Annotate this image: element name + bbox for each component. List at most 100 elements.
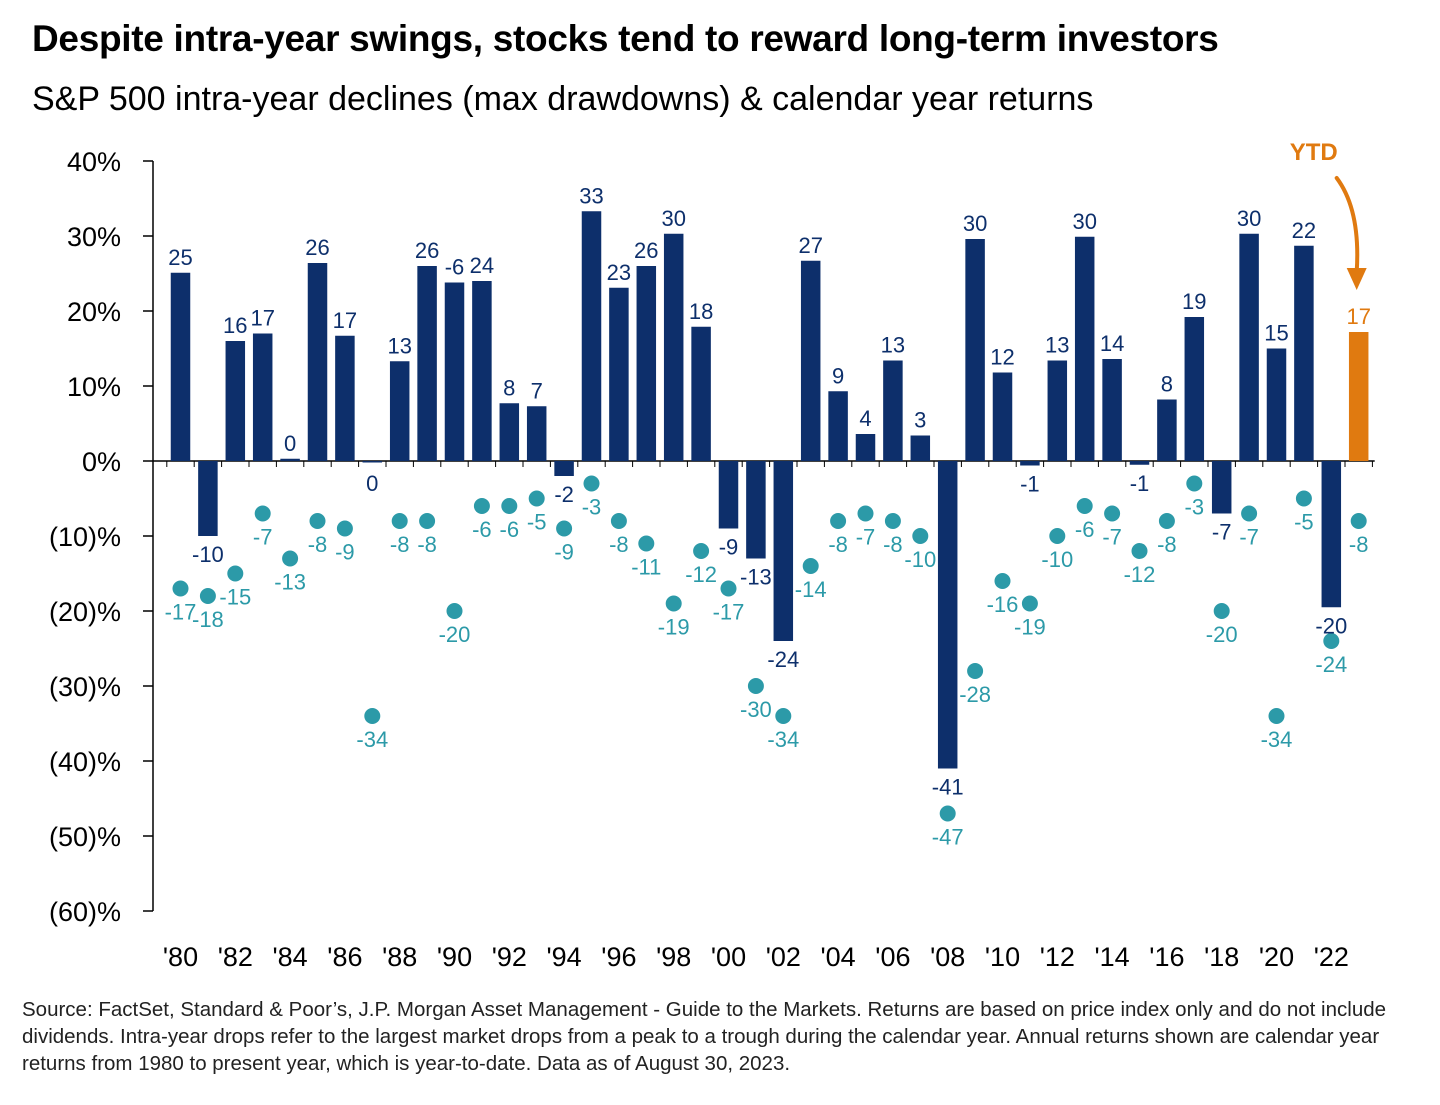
drawdown-dot (802, 558, 819, 574)
y-tick-label: 40% (67, 147, 121, 177)
x-tick-label: '88 (382, 942, 417, 972)
drawdown-label: -7 (856, 525, 876, 550)
drawdown-label: -8 (1349, 532, 1369, 557)
drawdown-dot (254, 505, 271, 522)
drawdown-dot (282, 550, 299, 567)
drawdown-dot (336, 520, 353, 537)
return-label: 4 (859, 406, 871, 431)
return-label: 13 (387, 333, 411, 358)
drawdown-label: -13 (274, 570, 306, 595)
return-bar (1321, 461, 1342, 608)
drawdown-dot (1076, 498, 1093, 514)
x-tick-label: '94 (547, 942, 582, 972)
drawdown-label: -10 (1041, 547, 1073, 572)
y-tick-label: (40)% (49, 747, 121, 777)
x-tick-label: '04 (821, 942, 856, 972)
drawdown-dot (528, 490, 545, 507)
return-bar (773, 461, 794, 641)
return-label: -13 (740, 565, 772, 590)
return-label: -9 (719, 535, 739, 560)
return-label: 26 (634, 238, 658, 263)
return-bar (362, 461, 383, 463)
return-bar (910, 435, 931, 461)
y-tick-label: (30)% (49, 672, 121, 702)
drawdown-label: -8 (883, 532, 903, 557)
drawdown-dot (391, 513, 408, 529)
return-bar (225, 341, 246, 461)
drawdown-label: -16 (987, 592, 1019, 617)
return-label: 13 (1045, 333, 1069, 358)
return-label: 30 (1237, 206, 1261, 231)
return-label: -10 (192, 542, 224, 567)
drawdown-dot (1131, 543, 1148, 559)
y-tick-label: 20% (67, 297, 121, 327)
return-bar (1129, 461, 1150, 465)
drawdown-label: -28 (959, 682, 991, 707)
drawdown-label: -34 (356, 727, 388, 752)
drawdown-label: -24 (1315, 652, 1347, 677)
x-tick-label: '90 (437, 942, 472, 972)
axis-layer: 40% 30% 20% 10% 0% (10)% (20)% (30)% (40)% (50)% (… (49, 147, 1375, 972)
drawdown-dot (556, 520, 573, 537)
chart-subtitle: S&P 500 intra-year declines (max drawdow… (32, 80, 1094, 118)
drawdown-label: -12 (685, 562, 717, 587)
drawdown-dot (610, 513, 627, 529)
return-bar (499, 403, 520, 461)
return-bar (992, 372, 1013, 461)
return-bar (444, 282, 465, 461)
return-bar (800, 260, 821, 461)
drawdown-label: -3 (582, 495, 602, 520)
x-tick-label: '22 (1314, 942, 1349, 972)
drawdown-dot (720, 580, 737, 597)
drawdown-dot (1186, 475, 1203, 492)
return-label: 17 (250, 306, 274, 331)
x-tick-label: '20 (1259, 942, 1294, 972)
return-bar (1294, 245, 1314, 461)
x-tick-label: '14 (1095, 942, 1130, 972)
drawdown-label: -7 (253, 525, 273, 550)
return-label: 22 (1292, 218, 1316, 243)
drawdown-label: -8 (828, 532, 848, 557)
drawdown-label: -5 (527, 510, 547, 535)
drawdown-label: -17 (713, 600, 745, 625)
drawdown-dot (939, 805, 956, 822)
drawdown-label: -34 (1261, 727, 1293, 752)
drawdown-dot (884, 513, 901, 529)
y-tick-label: (50)% (49, 822, 121, 852)
drawdown-dot (1323, 633, 1340, 649)
return-bar (198, 461, 218, 536)
drawdown-label: -10 (904, 547, 936, 572)
drawdown-label: -30 (740, 697, 772, 722)
return-label: 33 (579, 183, 603, 208)
return-bar (307, 263, 328, 461)
drawdown-dot (227, 565, 244, 582)
drawdown-dot (830, 513, 847, 529)
drawdown-dot (473, 498, 490, 514)
drawdown-label: -6 (500, 517, 520, 542)
return-bar (472, 281, 492, 461)
return-label: 27 (798, 233, 822, 258)
drawdown-dot (1213, 603, 1230, 619)
return-bar (1184, 317, 1205, 461)
ytd-label: YTD (1290, 139, 1338, 166)
ytd-annotation: YTD (1290, 139, 1367, 290)
drawdown-label: -20 (1206, 622, 1238, 647)
return-bar (883, 360, 903, 461)
return-bars (170, 211, 1369, 769)
return-bar (581, 211, 602, 461)
return-label: 17 (1346, 304, 1370, 329)
return-label: 8 (503, 375, 515, 400)
drawdown-label: -8 (417, 532, 437, 557)
return-label: 30 (963, 211, 987, 236)
drawdown-label: -15 (219, 585, 251, 610)
x-tick-label: '06 (875, 942, 910, 972)
x-tick-label: '16 (1149, 942, 1184, 972)
drawdown-label: -17 (165, 600, 197, 625)
x-tick-label: '86 (327, 942, 362, 972)
drawdown-label: -8 (1157, 532, 1177, 557)
drawdown-dot (1241, 505, 1258, 522)
ytd-arrowhead (1346, 268, 1367, 290)
drawdown-dot (309, 513, 326, 529)
drawdown-dot (1158, 513, 1175, 529)
return-bar (746, 461, 766, 559)
